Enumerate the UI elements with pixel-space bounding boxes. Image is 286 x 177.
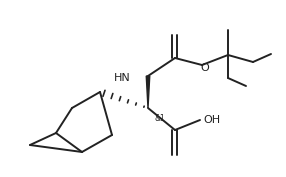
- Polygon shape: [146, 76, 150, 108]
- Text: &1: &1: [155, 114, 166, 123]
- Text: O: O: [200, 63, 209, 73]
- Text: HN: HN: [114, 73, 131, 83]
- Text: OH: OH: [203, 115, 220, 125]
